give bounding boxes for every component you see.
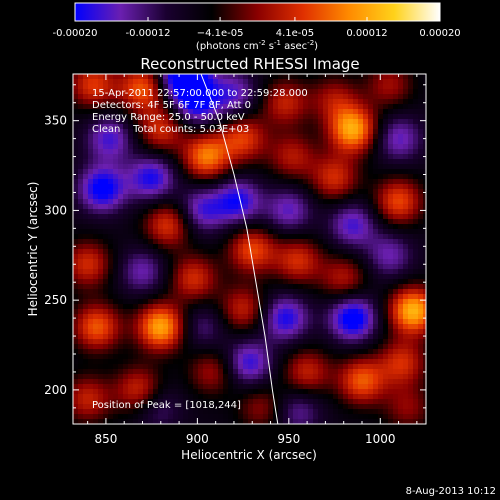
colorbar-tick-label: 0.00020 [419,28,460,39]
chart-title: Reconstructed RHESSI Image [140,55,359,73]
y-tick-label: 300 [44,203,67,217]
colorbar-ticks: -0.00020 -0.00012 −4.1e-05 4.1e-05 0.00012 0.… [53,17,461,39]
annotation-block: 15-Apr-2011 22:57:00.000 to 22:59:28.000… [92,88,308,135]
colorbar-tick-label: −4.1e-05 [197,28,244,39]
annotation-detectors: Detectors: 4F 5F 6F 7F 8F, Att 0 [92,100,251,111]
x-tick-label: 1000 [365,432,396,446]
y-tick-label: 200 [44,383,67,397]
plot-frame [72,73,427,425]
colorbar-tick-label: 0.00012 [346,28,387,39]
annotation-time-range: 15-Apr-2011 22:57:00.000 to 22:59:28.000 [92,88,308,99]
colorbar-tick-label: 4.1e-05 [276,28,314,39]
y-tick-label: 250 [44,293,67,307]
colorbar-label: (photons cm-2 s-1 asec-2) [196,39,318,52]
solar-limb-curve [200,74,279,424]
heatmap-image [73,74,426,424]
x-tick-label: 950 [277,432,300,446]
annotation-energy-range: Energy Range: 25.0 - 50.0 keV [92,112,245,123]
footer-date: 8-Aug-2013 10:12 [406,486,496,497]
peak-position-label: Position of Peak = [1018,244] [92,400,241,411]
x-axis-label: Heliocentric X (arcsec) [181,448,317,462]
axis-ticks: 850 900 950 1000 200 250 300 350 [44,74,426,446]
annotation-total-counts: Clean Total counts: 5.03E+03 [92,124,249,135]
y-axis-label: Heliocentric Y (arcsec) [26,182,40,317]
colorbar-tick-label: -0.00020 [53,28,98,39]
y-tick-label: 350 [44,114,67,128]
x-tick-label: 900 [186,432,209,446]
colorbar-tick-label: -0.00012 [126,28,171,39]
colorbar [74,2,441,22]
x-tick-label: 850 [94,432,117,446]
